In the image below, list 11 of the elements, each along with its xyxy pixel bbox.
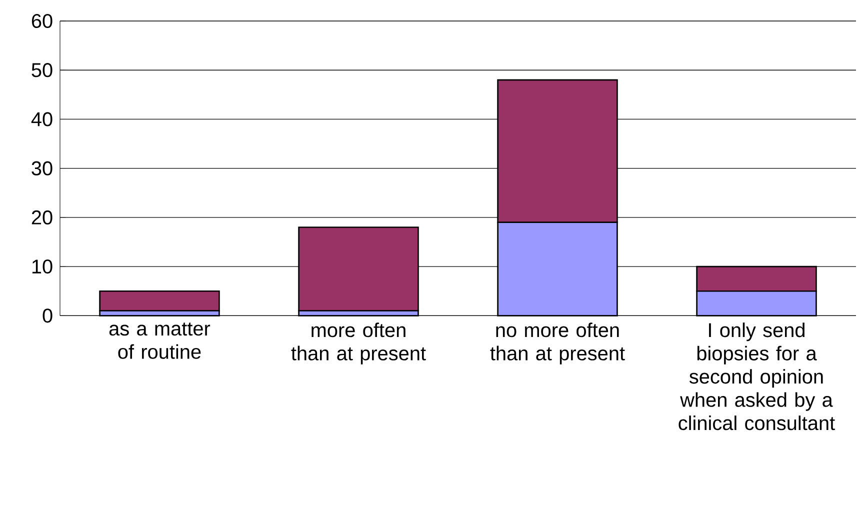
x-tick-label: I only send biopsies for a second opinion when asked by a clinical consultant xyxy=(678,322,835,430)
x-tick-label: no more often than at present xyxy=(490,322,625,364)
y-tick-label: 30 xyxy=(32,161,52,176)
y-tick-label: 60 xyxy=(32,14,52,28)
y-tick-label: 10 xyxy=(32,259,52,274)
y-tick-label: 50 xyxy=(32,63,52,78)
x-tick-label: as a matter of routine xyxy=(109,322,210,359)
x-tick-label: more often than at present xyxy=(291,322,426,364)
y-tick-label: 0 xyxy=(42,308,52,323)
y-tick-label: 40 xyxy=(31,112,52,126)
y-tick-label: 20 xyxy=(32,210,52,224)
